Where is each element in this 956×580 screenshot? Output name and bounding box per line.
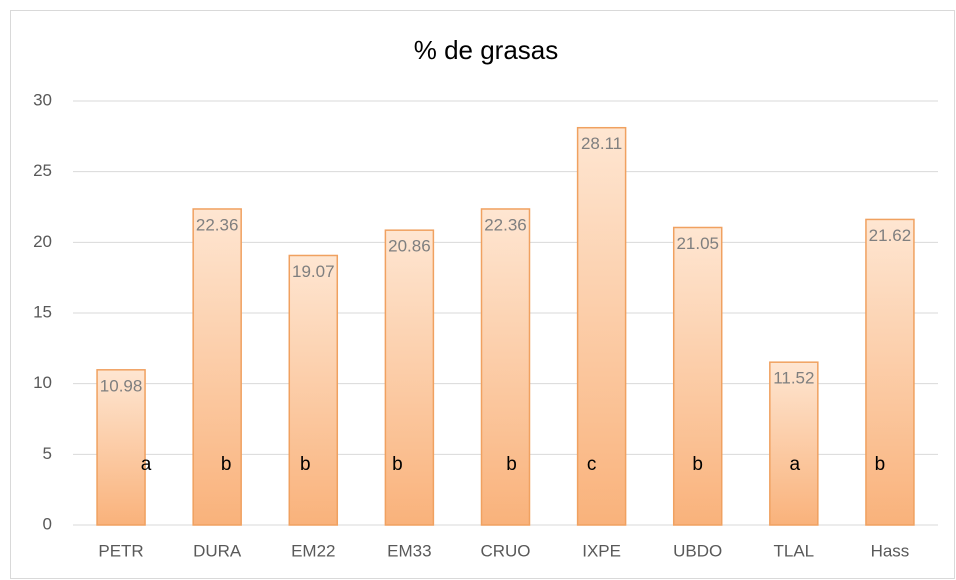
x-tick-label: EM33 <box>387 541 431 560</box>
x-tick-label: UBDO <box>673 541 722 560</box>
annotation: b <box>300 454 311 475</box>
bar <box>384 229 435 526</box>
data-label: 21.62 <box>869 226 912 245</box>
chart-title: % de grasas <box>414 35 559 65</box>
x-tick-label: CRUO <box>480 541 530 560</box>
annotation: b <box>692 454 703 475</box>
annotation: a <box>790 454 801 475</box>
y-tick-label: 15 <box>33 302 52 321</box>
y-tick-label: 10 <box>33 373 52 392</box>
y-tick-label: 30 <box>33 90 52 109</box>
data-label: 22.36 <box>196 215 239 234</box>
bar <box>865 218 915 526</box>
y-tick-label: 0 <box>43 514 52 533</box>
annotation: b <box>221 454 232 475</box>
y-tick-label: 5 <box>43 444 52 463</box>
bar <box>288 254 339 526</box>
data-label: 28.11 <box>581 134 622 153</box>
data-label: 20.86 <box>388 237 431 256</box>
y-tick-label: 25 <box>33 161 52 180</box>
annotation: a <box>141 454 152 475</box>
bar <box>96 369 146 526</box>
bar <box>192 208 242 526</box>
y-tick-label: 20 <box>33 232 52 251</box>
x-tick-label: IXPE <box>582 541 621 560</box>
x-tick-label: Hass <box>871 541 910 560</box>
x-tick-label: PETR <box>98 541 143 560</box>
annotation: b <box>875 454 886 475</box>
bar <box>672 226 723 526</box>
data-label: 21.05 <box>676 234 719 253</box>
bar <box>769 361 819 526</box>
x-tick-label: EM22 <box>291 541 335 560</box>
data-label: 10.98 <box>100 376 143 395</box>
bar <box>576 126 627 526</box>
bar <box>480 208 531 526</box>
annotation: b <box>392 454 403 475</box>
annotation: b <box>506 454 517 475</box>
data-label: 19.07 <box>292 262 335 281</box>
x-tick-label: TLAL <box>774 541 815 560</box>
data-label: 11.52 <box>773 369 814 388</box>
data-label: 22.36 <box>484 215 527 234</box>
x-tick-label: DURA <box>193 541 242 560</box>
annotation: c <box>587 454 597 475</box>
